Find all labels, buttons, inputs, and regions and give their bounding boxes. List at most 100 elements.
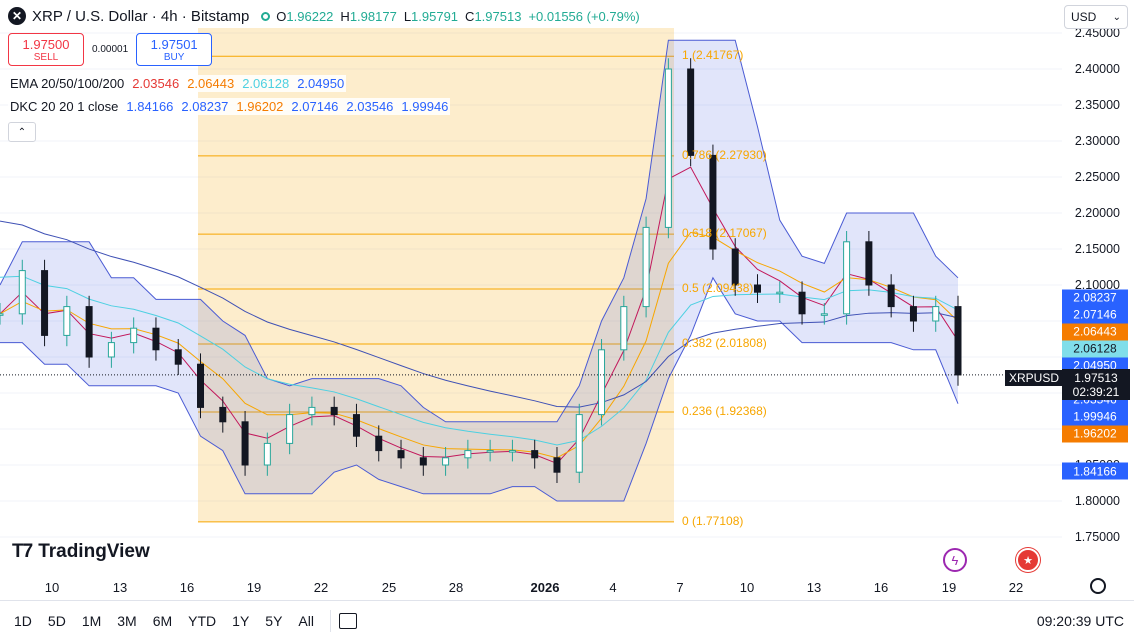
ema100-line [0,275,959,446]
low-value: 1.95791 [411,8,459,24]
market-status-icon[interactable] [261,11,271,21]
candle-body [531,450,539,459]
candle-body [263,442,271,466]
range-button-1m[interactable]: 1M [81,612,102,629]
candle-body [107,342,115,358]
range-button-3m[interactable]: 3M [117,612,137,629]
price-chart[interactable] [0,0,1062,574]
candle-body [798,291,806,315]
flash-icon[interactable]: ϟ [943,548,967,572]
candle-body [954,306,962,376]
candle-body [197,363,205,408]
xrp-logo-icon: ✕ [8,7,26,25]
calendar-icon[interactable] [338,612,357,629]
dkc-indicator-legend[interactable]: DKC 20 20 1 close 1.84166 2.08237 1.9620… [8,98,451,115]
sell-price: 1.97500 [22,36,70,52]
candle-body [18,270,26,315]
time-tick-label: 13 [806,580,822,595]
ema-indicator-legend[interactable]: EMA 20/50/100/200 2.03546 2.06443 2.0612… [8,75,347,92]
us-flag-icon[interactable]: ★ [1016,548,1040,572]
donchian-band [0,40,958,501]
time-tick-label: 10 [739,580,755,595]
candle-body [219,406,227,423]
spread-value: 0.00001 [92,44,129,55]
high-label: H [340,8,350,24]
ema20-value: 2.03546 [132,76,180,91]
ema50-line [0,231,959,459]
time-tick-label: 7 [676,580,684,595]
currency-select[interactable]: USD ⌄ [1064,5,1128,29]
time-tick-label: 2026 [530,580,560,595]
range-button-ytd[interactable]: YTD [188,612,217,629]
dkc-name: DKC 20 20 1 close [10,99,119,114]
range-button-1y[interactable]: 1Y [232,612,250,629]
buy-button[interactable]: 1.97501 BUY [136,33,213,66]
time-axis[interactable]: 10 13 16 19 22 25 28 2026 4 7 10 13 16 19 22 [0,574,1062,600]
range-button-5d[interactable]: 5D [47,612,66,629]
candle-body [241,421,249,466]
time-tick-label: 28 [448,580,464,595]
price-tag: 2.06128 [1062,340,1128,358]
close-value: 1.97513 [474,8,522,24]
fib-level-label: 1 (2.41767) [682,48,744,63]
candle-body [664,68,672,228]
bottom-toolbar: 1D 5D 1M 3M 6M YTD 1Y 5Y All 09:20:39 UTC [0,600,1134,640]
open-value: 1.96222 [286,8,334,24]
candle-body [397,450,405,459]
candle-body [843,241,851,315]
ohlc-readout: O1.96222 H1.98177 L1.95791 C1.97513 +0.0… [276,9,639,24]
currency-value: USD [1071,10,1097,24]
candle-body [442,457,450,466]
range-button-5y[interactable]: 5Y [265,612,283,629]
fib-level-label: 0.786 (2.27930) [682,147,767,162]
symbol-title[interactable]: XRP / U.S. Dollar · 4h · Bitstamp [32,7,250,25]
candle-body [419,457,427,466]
price-tick-label: 2.25000 [1074,170,1120,184]
watermark-text: TradingView [38,541,150,562]
price-tag: 2.08237 [1062,289,1128,307]
time-tick-label: 19 [246,580,262,595]
sell-label: SELL [33,51,59,63]
dkc-value-5: 2.03546 [346,99,394,114]
fib-level-label: 0.382 (2.01808) [682,335,767,350]
price-tick-label: 2.10000 [1074,278,1120,292]
candle-body [330,406,338,416]
time-tick-label: 22 [1008,580,1024,595]
range-buttons: 1D 5D 1M 3M 6M YTD 1Y 5Y All [6,613,322,629]
last-price-value: 1.97513 [1074,370,1118,385]
gear-icon[interactable] [1090,578,1106,594]
low-label: L [403,8,412,24]
candle-body [820,313,828,316]
dkc-value-3: 1.96202 [236,99,284,114]
candle-body [575,414,583,473]
candle-body [152,327,160,351]
range-button-all[interactable]: All [298,612,314,629]
buy-price: 1.97501 [150,36,198,52]
candle-body [308,406,316,416]
price-tick-label: 1.80000 [1074,494,1120,508]
candle-body [709,154,717,250]
range-button-6m[interactable]: 6M [152,612,173,629]
symbol-price-tag: XRPUSD [1005,370,1063,386]
chart-area[interactable] [0,0,1062,574]
buy-label: BUY [163,51,185,63]
price-tick-label: 2.40000 [1074,62,1120,76]
ema100-value: 2.06128 [242,76,290,91]
ema200-line [0,220,959,408]
candle-body [375,435,383,452]
ema-name: EMA 20/50/100/200 [10,76,125,91]
time-tick-label: 16 [873,580,889,595]
range-button-1d[interactable]: 1D [14,612,32,629]
candle-body [909,306,917,322]
sell-button[interactable]: 1.97500 SELL [8,33,84,66]
price-tick-label: 2.15000 [1074,242,1120,256]
price-tag: 2.07146 [1062,306,1128,324]
price-scale[interactable]: 2.45000 2.40000 2.35000 2.30000 2.25000 2.200… [1062,0,1134,574]
fib-selection-extension [198,28,674,57]
chevron-up-icon[interactable]: ⌃ [8,122,36,142]
dkc-value-4: 2.07146 [291,99,339,114]
candle-body [642,226,650,308]
time-tick-label: 22 [313,580,329,595]
clock[interactable]: 09:20:39 UTC [1036,613,1124,629]
tradingview-watermark[interactable]: T7 TradingView [12,541,150,563]
